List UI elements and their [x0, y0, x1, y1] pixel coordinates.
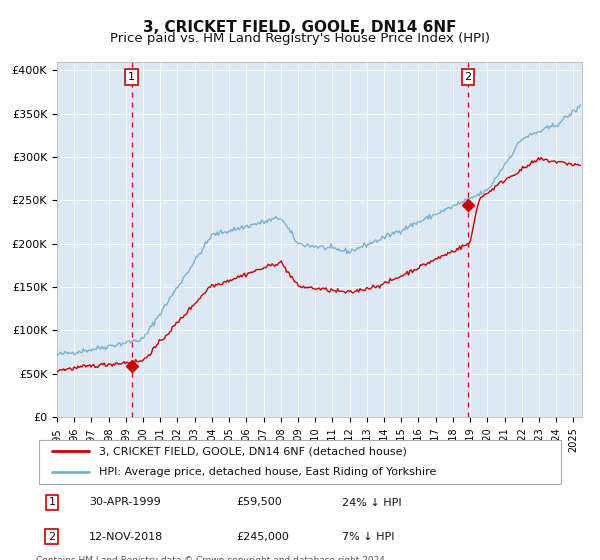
FancyBboxPatch shape — [38, 440, 562, 484]
Text: HPI: Average price, detached house, East Riding of Yorkshire: HPI: Average price, detached house, East… — [100, 467, 437, 477]
Text: £59,500: £59,500 — [236, 497, 283, 507]
Text: 12-NOV-2018: 12-NOV-2018 — [89, 531, 163, 542]
Text: 1: 1 — [49, 497, 55, 507]
Text: Price paid vs. HM Land Registry's House Price Index (HPI): Price paid vs. HM Land Registry's House … — [110, 32, 490, 45]
Text: 3, CRICKET FIELD, GOOLE, DN14 6NF: 3, CRICKET FIELD, GOOLE, DN14 6NF — [143, 20, 457, 35]
Text: £245,000: £245,000 — [236, 531, 290, 542]
Text: 2: 2 — [464, 72, 472, 82]
Text: Contains HM Land Registry data © Crown copyright and database right 2024.
This d: Contains HM Land Registry data © Crown c… — [36, 556, 388, 560]
Text: 1: 1 — [128, 72, 135, 82]
Text: 3, CRICKET FIELD, GOOLE, DN14 6NF (detached house): 3, CRICKET FIELD, GOOLE, DN14 6NF (detac… — [100, 446, 407, 456]
Text: 24% ↓ HPI: 24% ↓ HPI — [342, 497, 402, 507]
Text: 7% ↓ HPI: 7% ↓ HPI — [342, 531, 395, 542]
Text: 30-APR-1999: 30-APR-1999 — [89, 497, 161, 507]
Text: 2: 2 — [48, 531, 55, 542]
